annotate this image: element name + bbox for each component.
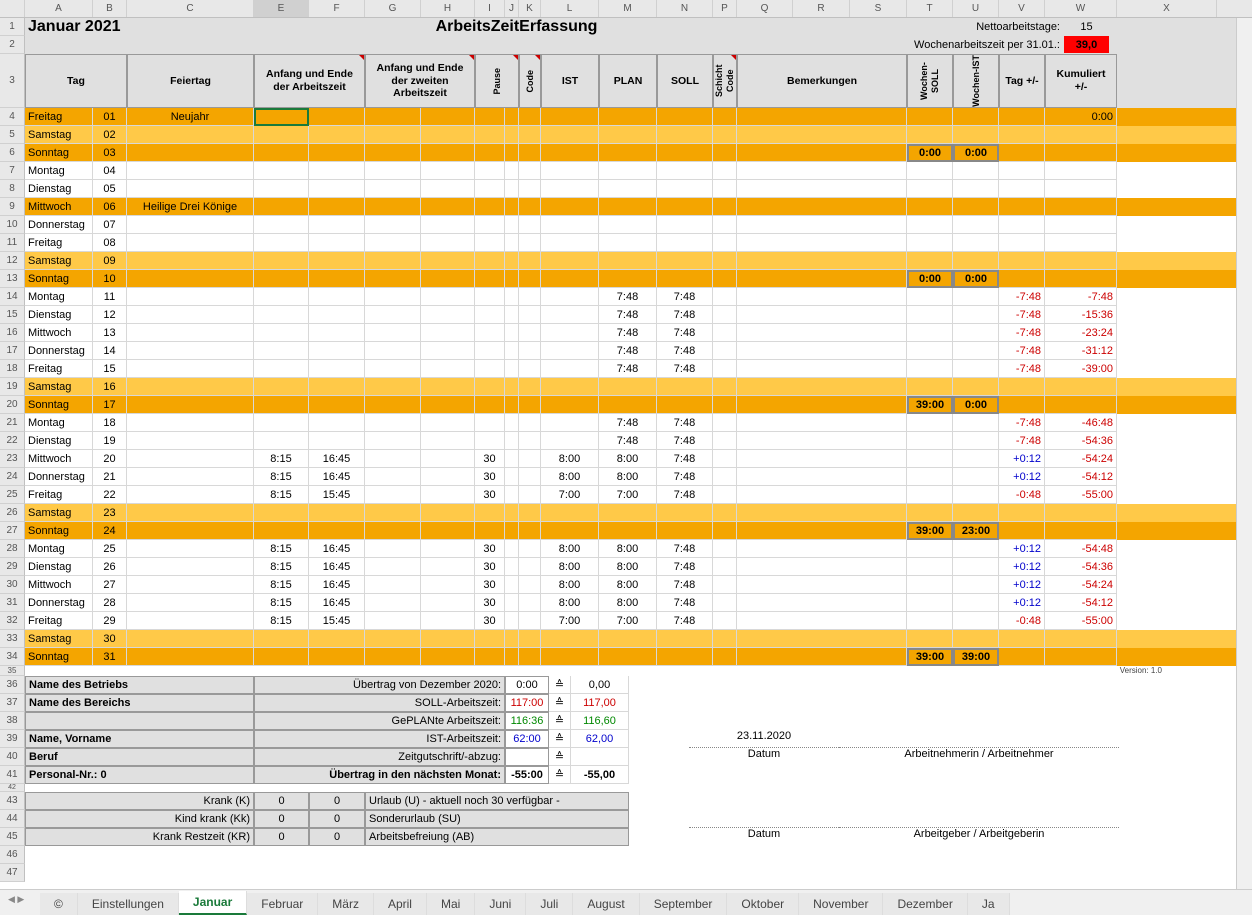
cell-anfang1[interactable] (254, 342, 309, 360)
summary-row: 38 GePLANte Arbeitszeit: 116:36 ≙ 116,60 (0, 712, 1252, 730)
day-row[interactable]: 8 Dienstag 05 (0, 180, 1252, 198)
cell-anfang1[interactable] (254, 378, 309, 396)
summary-row: 41 Personal-Nr.: 0 Übertrag in den nächs… (0, 766, 1252, 784)
table-header-row: 3 Tag Feiertag Anfang und Ende der Arbei… (0, 54, 1252, 108)
cell-anfang1[interactable] (254, 648, 309, 666)
sheet-tab-september[interactable]: September (640, 893, 728, 915)
absence-row: 45 Krank Restzeit (KR) 0 0 Arbeitsbefrei… (0, 828, 1252, 846)
sheet-tab-mai[interactable]: Mai (427, 893, 475, 915)
day-row[interactable]: 5 Samstag 02 (0, 126, 1252, 144)
cell-anfang1[interactable]: 8:15 (254, 450, 309, 468)
cell-anfang1[interactable] (254, 630, 309, 648)
sheet-tab-april[interactable]: April (374, 893, 427, 915)
sheet-tab-august[interactable]: August (573, 893, 639, 915)
sheet-tab-februar[interactable]: Februar (247, 893, 318, 915)
absence-row: 43 Krank (K) 0 0 Urlaub (U) - aktuell no… (0, 792, 1252, 810)
sheet-tab-januar[interactable]: Januar (179, 891, 247, 915)
day-row[interactable]: 30 Mittwoch 27 8:15 16:45 30 8:00 8:00 7… (0, 576, 1252, 594)
cell-anfang1[interactable] (254, 198, 309, 216)
netto-label: Nettoarbeitstage: (780, 18, 1064, 36)
sheet-tab-juli[interactable]: Juli (526, 893, 573, 915)
cell-anfang1[interactable] (254, 108, 309, 126)
day-row[interactable]: 27 Sonntag 24 39:00 23:00 (0, 522, 1252, 540)
day-row[interactable]: 28 Montag 25 8:15 16:45 30 8:00 8:00 7:4… (0, 540, 1252, 558)
day-row[interactable]: 11 Freitag 08 (0, 234, 1252, 252)
day-row[interactable]: 18 Freitag 15 7:48 7:48 -7:48 -39:00 (0, 360, 1252, 378)
cell-anfang1[interactable] (254, 324, 309, 342)
cell-anfang1[interactable] (254, 126, 309, 144)
cell-anfang1[interactable]: 8:15 (254, 540, 309, 558)
day-row[interactable]: 7 Montag 04 (0, 162, 1252, 180)
cell-anfang1[interactable] (254, 162, 309, 180)
day-row[interactable]: 31 Donnerstag 28 8:15 16:45 30 8:00 8:00… (0, 594, 1252, 612)
day-row[interactable]: 26 Samstag 23 (0, 504, 1252, 522)
sheet-tab-märz[interactable]: März (318, 893, 374, 915)
absence-row: 44 Kind krank (Kk) 0 0 Sonderurlaub (SU) (0, 810, 1252, 828)
cell-anfang1[interactable] (254, 180, 309, 198)
cell-anfang1[interactable] (254, 270, 309, 288)
cell-anfang1[interactable] (254, 288, 309, 306)
day-row[interactable]: 25 Freitag 22 8:15 15:45 30 7:00 7:00 7:… (0, 486, 1252, 504)
sheet-tab-einstellungen[interactable]: Einstellungen (78, 893, 179, 915)
app-title: ArbeitsZeitErfassung (254, 18, 780, 36)
sheet-tab-oktober[interactable]: Oktober (727, 893, 799, 915)
cell-anfang1[interactable]: 8:15 (254, 612, 309, 630)
summary-row: 37 Name des Bereichs SOLL-Arbeitszeit: 1… (0, 694, 1252, 712)
day-row[interactable]: 34 Sonntag 31 39:00 39:00 (0, 648, 1252, 666)
cell-anfang1[interactable]: 8:15 (254, 558, 309, 576)
cell-anfang1[interactable] (254, 216, 309, 234)
day-row[interactable]: 4 Freitag 01 Neujahr 0:00 (0, 108, 1252, 126)
day-row[interactable]: 19 Samstag 16 (0, 378, 1252, 396)
day-row[interactable]: 13 Sonntag 10 0:00 0:00 (0, 270, 1252, 288)
summary-row: 40 Beruf Zeitgutschrift/-abzug: ≙ DatumA… (0, 748, 1252, 766)
waz-value: 39,0 (1064, 36, 1110, 54)
day-row[interactable]: 33 Samstag 30 (0, 630, 1252, 648)
summary-row: 39 Name, Vorname IST-Arbeitszeit: 62:00 … (0, 730, 1252, 748)
cell-anfang1[interactable] (254, 432, 309, 450)
day-row[interactable]: 23 Mittwoch 20 8:15 16:45 30 8:00 8:00 7… (0, 450, 1252, 468)
sheet-tab-juni[interactable]: Juni (475, 893, 526, 915)
summary-row: 36 Name des Betriebs Übertrag von Dezemb… (0, 676, 1252, 694)
row-header[interactable]: 1 (0, 18, 25, 36)
cell-anfang1[interactable]: 8:15 (254, 468, 309, 486)
cell-anfang1[interactable] (254, 252, 309, 270)
cell-anfang1[interactable] (254, 360, 309, 378)
day-row[interactable]: 9 Mittwoch 06 Heilige Drei Könige (0, 198, 1252, 216)
day-row[interactable]: 22 Dienstag 19 7:48 7:48 -7:48 -54:36 (0, 432, 1252, 450)
cell-anfang1[interactable] (254, 504, 309, 522)
day-row[interactable]: 24 Donnerstag 21 8:15 16:45 30 8:00 8:00… (0, 468, 1252, 486)
day-row[interactable]: 10 Donnerstag 07 (0, 216, 1252, 234)
cell-anfang1[interactable] (254, 306, 309, 324)
sheet-tab-ja[interactable]: Ja (968, 893, 1010, 915)
waz-label: Wochenarbeitszeit per 31.01.: (780, 36, 1064, 54)
cell-anfang1[interactable] (254, 414, 309, 432)
day-row[interactable]: 6 Sonntag 03 0:00 0:00 (0, 144, 1252, 162)
sheet-tabs: ©EinstellungenJanuarFebruarMärzAprilMaiJ… (0, 889, 1252, 915)
day-row[interactable]: 15 Dienstag 12 7:48 7:48 -7:48 -15:36 (0, 306, 1252, 324)
day-row[interactable]: 14 Montag 11 7:48 7:48 -7:48 -7:48 (0, 288, 1252, 306)
sheet-tab-©[interactable]: © (40, 893, 78, 915)
cell-anfang1[interactable] (254, 396, 309, 414)
column-headers: A B C E F G H I J K L M N P Q R S T U V … (0, 0, 1252, 18)
cell-anfang1[interactable] (254, 144, 309, 162)
day-row[interactable]: 29 Dienstag 26 8:15 16:45 30 8:00 8:00 7… (0, 558, 1252, 576)
vertical-scrollbar[interactable] (1236, 18, 1252, 889)
netto-value: 15 (1064, 18, 1110, 36)
cell-anfang1[interactable]: 8:15 (254, 576, 309, 594)
day-row[interactable]: 17 Donnerstag 14 7:48 7:48 -7:48 -31:12 (0, 342, 1252, 360)
cell-anfang1[interactable] (254, 522, 309, 540)
sheet-tab-dezember[interactable]: Dezember (883, 893, 967, 915)
month-title: Januar 2021 (25, 18, 254, 36)
sheet-tab-november[interactable]: November (799, 893, 883, 915)
cell-anfang1[interactable]: 8:15 (254, 594, 309, 612)
cell-anfang1[interactable] (254, 234, 309, 252)
version-label: Version: 1.0 (25, 666, 1252, 676)
day-row[interactable]: 12 Samstag 09 (0, 252, 1252, 270)
spreadsheet-grid[interactable]: 1 Januar 2021 ArbeitsZeitErfassung Netto… (0, 18, 1252, 882)
day-row[interactable]: 16 Mittwoch 13 7:48 7:48 -7:48 -23:24 (0, 324, 1252, 342)
day-row[interactable]: 32 Freitag 29 8:15 15:45 30 7:00 7:00 7:… (0, 612, 1252, 630)
day-row[interactable]: 20 Sonntag 17 39:00 0:00 (0, 396, 1252, 414)
day-row[interactable]: 21 Montag 18 7:48 7:48 -7:48 -46:48 (0, 414, 1252, 432)
cell-anfang1[interactable]: 8:15 (254, 486, 309, 504)
